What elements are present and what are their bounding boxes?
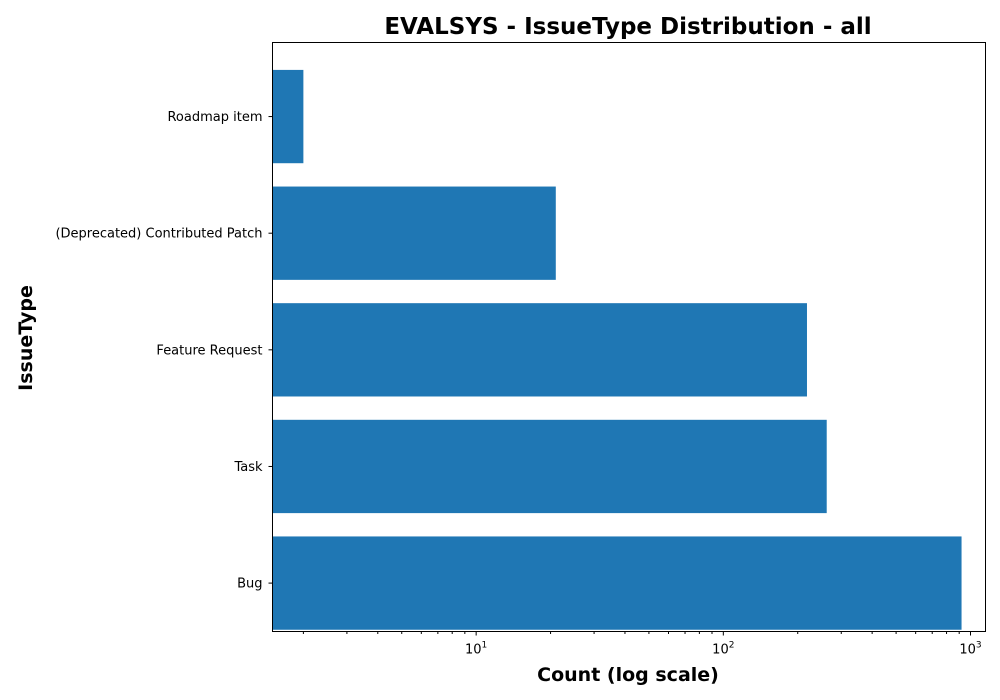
- y-ticks-group: Roadmap item (Deprecated) Contributed Pat…: [55, 110, 273, 592]
- y-axis-title: IssueType: [15, 285, 37, 391]
- x-tick-label: 103: [959, 641, 981, 658]
- y-tick-label: Feature Request: [156, 343, 262, 358]
- x-tick-label: 101: [465, 641, 487, 658]
- bar-feature-request: [272, 303, 807, 397]
- y-tick-label: Bug: [237, 577, 262, 592]
- plot-frame: [272, 42, 986, 632]
- chart-title: EVALSYS - IssueType Distribution - all: [384, 14, 871, 40]
- y-tick-label: (Deprecated) Contributed Patch: [55, 227, 262, 242]
- x-tick-label: 102: [712, 641, 734, 658]
- x-axis-title: Count (log scale): [537, 664, 719, 686]
- bar-task: [272, 419, 827, 514]
- y-tick-label: Roadmap item: [167, 110, 262, 125]
- y-tick-label: Task: [233, 460, 263, 475]
- bar-bug: [272, 536, 962, 630]
- x-ticks-group: 101 102 103: [302, 631, 982, 658]
- bars-group: [272, 69, 962, 630]
- bar-roadmap-item: [272, 69, 304, 164]
- bar-deprecated-contributed-patch: [272, 186, 556, 280]
